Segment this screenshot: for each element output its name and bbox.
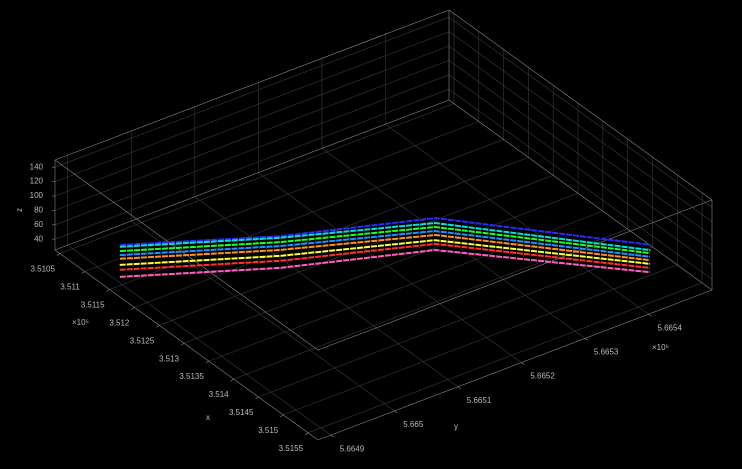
z-tick-label: 120 [30,177,44,186]
grid-line [183,192,579,344]
x-tick [56,253,61,256]
x-tick-label: 3.514 [209,390,230,399]
y-tick [330,434,334,438]
grid-line [54,31,450,182]
x-tick-label: 3.511 [60,283,80,292]
grid-line [84,121,479,272]
x-tick [180,342,185,346]
x-tick-label: 3.5125 [130,336,155,345]
box-edge [448,99,713,291]
y-tick [457,386,461,390]
y-exponent: ×10⁶ [652,343,669,352]
x-tick-label: 3.5155 [279,444,304,453]
grid-line [54,88,450,240]
data-line [119,239,651,266]
x-tick-label: 3.5135 [179,372,204,381]
box-edge [54,9,450,161]
grid-line [448,74,713,266]
x-tick [205,360,209,364]
grid-line [448,60,713,251]
y-tick [521,362,525,365]
x-tick-label: 3.5105 [30,265,55,274]
x-tick-label: 3.512 [109,318,130,327]
grid-line [448,45,713,237]
x-tick-label: 3.5145 [229,408,254,417]
x-tick-label: 3.513 [159,354,180,363]
y-tick-label: 5.6651 [467,396,492,405]
x-tick [280,414,284,418]
y-tick [584,338,589,341]
z-tick-label: 60 [34,220,43,229]
grid-line [258,172,522,363]
x-tick [81,271,85,274]
grid-line [54,16,450,168]
z-tick-label: 40 [34,234,43,243]
y-tick [648,313,652,317]
data-line [120,217,651,246]
x-tick [106,289,110,292]
grid-line [54,74,450,226]
x-tick [304,432,309,436]
y-tick-label: 5.665 [403,420,424,429]
grid-line [448,31,713,222]
grid-line [194,196,458,388]
data-line [119,233,650,262]
grid-line [321,148,586,339]
y-tick-label: 5.6654 [657,323,682,332]
grid-line [67,244,331,436]
y-tick [394,410,398,414]
grid-line [385,123,649,315]
data-line [119,221,651,252]
y-axis-label: y [454,422,458,431]
grid-line [208,210,603,362]
grid-line [54,45,450,197]
x-tick [156,325,160,328]
x-tick-label: 3.5115 [81,301,105,310]
grid-line [283,264,678,416]
box-edge [317,199,713,351]
box-edge [54,99,450,251]
x-tick-label: 3.515 [258,426,279,435]
x-exponent: ×10⁵ [72,318,89,327]
data-line [119,229,651,258]
box-edge [317,289,713,441]
x-tick [230,378,234,382]
y-tick-label: 5.6652 [530,372,555,381]
data-line [119,248,651,278]
x-tick [255,396,259,400]
grid-line [307,282,703,434]
grid-line [448,16,713,208]
box-edge [54,249,319,441]
y-tick-label: 5.6653 [594,347,619,356]
x-tick [131,307,135,310]
y-tick-label: 5.6649 [340,444,365,453]
grid-line [159,175,554,326]
grid-line [109,139,504,290]
z-tick-label: 100 [30,191,44,200]
grid-line [59,103,455,254]
z-tick-label: 80 [34,206,43,215]
data-line [119,225,650,255]
grid-line [448,88,713,280]
z-tick-label: 140 [30,162,44,171]
z-axis-label: z [15,208,24,212]
data-line [119,242,650,271]
grid-line [131,220,395,412]
box-edge [448,9,713,201]
grid-line [258,246,653,398]
grid-line [54,60,450,211]
x-axis-label: x [206,413,210,422]
